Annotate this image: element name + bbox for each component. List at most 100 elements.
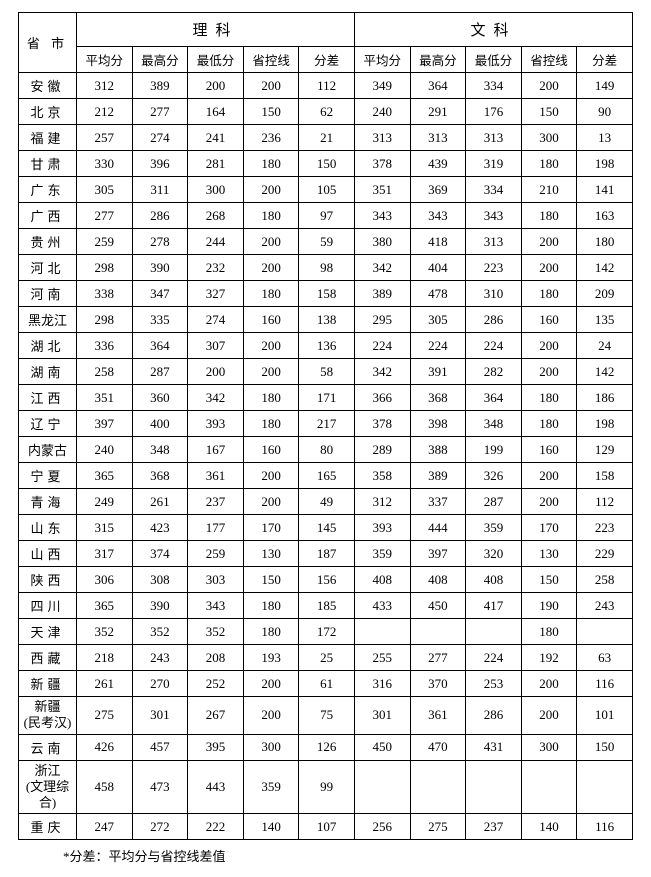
art-max-header: 最高分	[410, 47, 466, 73]
arts-cell: 224	[410, 333, 466, 359]
arts-cell: 24	[577, 333, 633, 359]
arts-cell: 313	[466, 125, 522, 151]
arts-cell: 130	[521, 541, 577, 567]
table-row: 安徽312389200200112349364334200149	[19, 73, 633, 99]
science-cell: 160	[243, 307, 299, 333]
science-cell: 347	[132, 281, 188, 307]
arts-cell: 180	[521, 411, 577, 437]
arts-cell: 180	[521, 281, 577, 307]
arts-cell: 389	[354, 281, 410, 307]
arts-cell: 408	[410, 567, 466, 593]
arts-cell: 223	[577, 515, 633, 541]
science-cell: 252	[188, 671, 244, 697]
arts-cell: 393	[354, 515, 410, 541]
arts-cell: 150	[521, 567, 577, 593]
province-cell: 福建	[19, 125, 77, 151]
science-cell: 61	[299, 671, 355, 697]
arts-cell: 389	[410, 463, 466, 489]
science-cell: 390	[132, 593, 188, 619]
arts-cell: 366	[354, 385, 410, 411]
art-ctrl-header: 省控线	[521, 47, 577, 73]
arts-cell: 444	[410, 515, 466, 541]
science-cell: 237	[188, 489, 244, 515]
arts-cell: 349	[354, 73, 410, 99]
arts-cell: 358	[354, 463, 410, 489]
science-cell: 107	[299, 814, 355, 840]
science-cell: 249	[77, 489, 133, 515]
arts-cell: 198	[577, 411, 633, 437]
arts-cell: 359	[354, 541, 410, 567]
table-row: 江西351360342180171366368364180186	[19, 385, 633, 411]
arts-cell: 129	[577, 437, 633, 463]
arts-cell: 286	[466, 307, 522, 333]
province-cell: 湖北	[19, 333, 77, 359]
arts-cell: 418	[410, 229, 466, 255]
arts-cell: 170	[521, 515, 577, 541]
arts-cell: 140	[521, 814, 577, 840]
science-cell: 99	[299, 760, 355, 814]
arts-cell: 180	[521, 385, 577, 411]
table-row: 新疆26127025220061316370253200116	[19, 671, 633, 697]
arts-cell: 370	[410, 671, 466, 697]
science-cell: 247	[77, 814, 133, 840]
arts-cell: 378	[354, 151, 410, 177]
science-cell: 75	[299, 697, 355, 735]
science-cell: 389	[132, 73, 188, 99]
arts-cell: 209	[577, 281, 633, 307]
table-row: 云南426457395300126450470431300150	[19, 734, 633, 760]
arts-cell: 200	[521, 359, 577, 385]
arts-cell: 343	[354, 203, 410, 229]
arts-cell: 342	[354, 359, 410, 385]
sci-max-header: 最高分	[132, 47, 188, 73]
art-avg-header: 平均分	[354, 47, 410, 73]
table-row: 重庆247272222140107256275237140116	[19, 814, 633, 840]
science-cell: 311	[132, 177, 188, 203]
arts-cell: 210	[521, 177, 577, 203]
table-row: 广东305311300200105351369334210141	[19, 177, 633, 203]
science-cell: 268	[188, 203, 244, 229]
table-row: 湖南25828720020058342391282200142	[19, 359, 633, 385]
science-cell: 200	[243, 73, 299, 99]
arts-cell: 313	[354, 125, 410, 151]
arts-cell: 404	[410, 255, 466, 281]
science-cell: 261	[132, 489, 188, 515]
science-cell: 277	[132, 99, 188, 125]
province-cell: 浙江(文理综合)	[19, 760, 77, 814]
science-cell: 200	[243, 463, 299, 489]
province-cell: 内蒙古	[19, 437, 77, 463]
province-cell: 辽宁	[19, 411, 77, 437]
science-cell: 301	[132, 697, 188, 735]
arts-cell: 200	[521, 229, 577, 255]
science-cell: 21	[299, 125, 355, 151]
arts-cell: 316	[354, 671, 410, 697]
science-cell: 261	[77, 671, 133, 697]
arts-cell: 90	[577, 99, 633, 125]
arts-cell: 200	[521, 255, 577, 281]
science-cell: 222	[188, 814, 244, 840]
science-cell: 364	[132, 333, 188, 359]
arts-cell: 224	[466, 333, 522, 359]
science-cell: 277	[77, 203, 133, 229]
province-cell: 广东	[19, 177, 77, 203]
science-cell: 145	[299, 515, 355, 541]
science-cell: 348	[132, 437, 188, 463]
arts-cell: 295	[354, 307, 410, 333]
arts-cell: 200	[521, 489, 577, 515]
science-cell: 236	[243, 125, 299, 151]
science-cell: 240	[77, 437, 133, 463]
table-row: 河南338347327180158389478310180209	[19, 281, 633, 307]
table-row: 新疆(民考汉)27530126720075301361286200101	[19, 697, 633, 735]
science-cell: 365	[77, 463, 133, 489]
science-cell: 361	[188, 463, 244, 489]
arts-cell: 142	[577, 255, 633, 281]
science-cell: 298	[77, 307, 133, 333]
science-cell: 352	[188, 619, 244, 645]
table-body: 安徽312389200200112349364334200149北京212277…	[19, 73, 633, 840]
science-cell: 200	[243, 255, 299, 281]
province-cell: 山西	[19, 541, 77, 567]
arts-cell: 348	[466, 411, 522, 437]
table-row: 宁夏365368361200165358389326200158	[19, 463, 633, 489]
science-cell: 200	[243, 697, 299, 735]
science-cell: 390	[132, 255, 188, 281]
arts-cell: 361	[410, 697, 466, 735]
